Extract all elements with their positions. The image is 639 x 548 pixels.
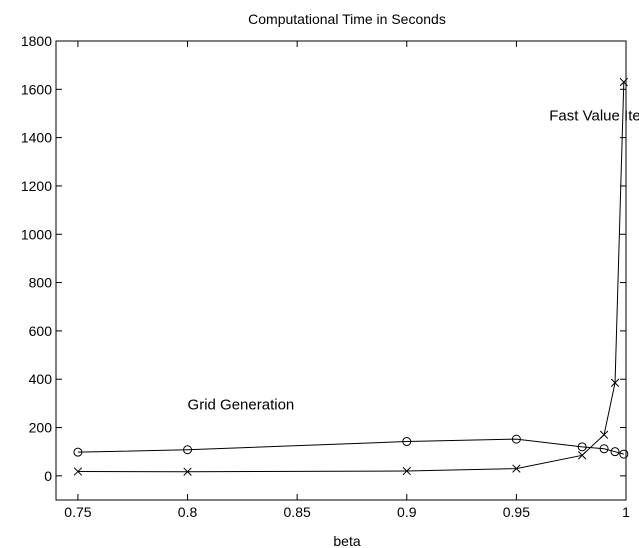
y-tick-label: 0: [44, 468, 52, 484]
x-tick-label: 0.85: [284, 504, 311, 520]
y-tick-label: 1400: [21, 130, 52, 146]
x-axis: 0.75 0.8 0.85 0.9 0.95 1: [64, 41, 630, 520]
y-tick-label: 200: [29, 420, 53, 436]
x-axis-label: beta: [333, 533, 360, 548]
data-point: [578, 451, 587, 460]
x-tick-label: 0.8: [178, 504, 198, 520]
data-point: [402, 437, 412, 447]
y-tick-label: 800: [29, 275, 53, 291]
data-point: [512, 464, 521, 473]
data-point: [619, 449, 629, 459]
data-point: [619, 77, 628, 87]
data-point: [511, 434, 521, 444]
y-axis: 0 200 400 600 800 1000 1200 1400 1600 1800: [21, 33, 626, 484]
y-tick-label: 1000: [21, 226, 52, 242]
y-tick-label: 600: [29, 323, 53, 339]
data-point: [599, 444, 609, 454]
series-line: [77, 438, 624, 455]
x-tick-label: 0.9: [397, 504, 417, 520]
annotation-label: Fast Value Iter.: [549, 108, 639, 125]
data-point: [610, 378, 620, 387]
annotation-label: Grid Generation: [188, 396, 295, 413]
series-line: [77, 82, 625, 473]
series-circle: [73, 434, 629, 459]
series-layer: [73, 77, 629, 476]
x-tick-label: 0.75: [64, 504, 91, 520]
data-point: [610, 447, 620, 457]
data-point: [402, 466, 411, 476]
data-point: [577, 442, 587, 452]
y-tick-label: 1200: [21, 178, 52, 194]
data-point: [73, 447, 83, 457]
data-point: [599, 430, 609, 439]
data-point: [183, 467, 192, 476]
y-tick-label: 400: [29, 371, 53, 387]
data-point: [183, 445, 193, 455]
y-tick-label: 1800: [21, 33, 52, 49]
annotations: Fast Value Iter. Grid Generation: [188, 108, 639, 414]
y-tick-label: 1600: [21, 81, 52, 97]
chart-title: Computational Time in Seconds: [248, 11, 446, 27]
x-tick-label: 0.95: [503, 504, 530, 520]
data-point: [73, 467, 83, 476]
series-cross: [73, 77, 628, 476]
x-tick-label: 1: [622, 504, 630, 520]
plot-area: [55, 40, 627, 501]
